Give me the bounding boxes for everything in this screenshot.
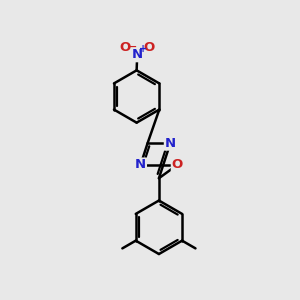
Text: O: O [172,158,183,171]
Text: O: O [143,41,155,54]
Text: N: N [135,158,146,171]
Text: O: O [119,41,130,54]
Text: −: − [128,42,137,52]
Text: N: N [165,137,176,150]
Text: N: N [132,48,143,62]
Text: +: + [139,44,147,54]
